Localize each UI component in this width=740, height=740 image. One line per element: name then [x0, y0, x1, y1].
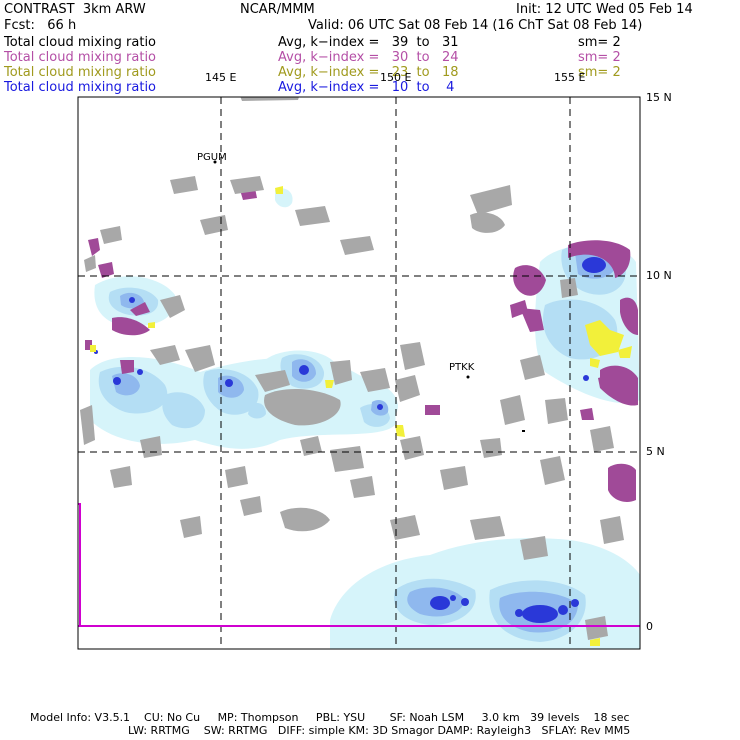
station-dot-ptkk [466, 375, 470, 379]
field-1-sm: sm= 2 [578, 35, 621, 50]
lat-label-5n: 5 N [646, 445, 665, 458]
forecast-hour: Fcst: 66 h [4, 18, 77, 33]
model-info-line1: Model Info: V3.5.1 CU: No Cu MP: Thompso… [30, 711, 630, 724]
field-3-avg: Avg, k−index = 23 to 18 [278, 65, 459, 80]
station-markers [213, 160, 525, 432]
graticule [78, 97, 640, 649]
field-4-avg: Avg, k−index = 10 to 4 [278, 80, 455, 95]
field-4-name: Total cloud mixing ratio [4, 80, 157, 95]
lat-label-15n: 15 N [646, 91, 672, 104]
station-dot-small [522, 430, 525, 432]
station-label-ptkk: PTKK [449, 362, 475, 373]
field-1-name: Total cloud mixing ratio [4, 35, 157, 50]
station-dot-pgum [213, 160, 217, 164]
field-2-sm: sm= 2 [578, 50, 621, 65]
lon-label-150e: 150 E [380, 71, 412, 84]
station-label-pgum: PGUM [197, 152, 227, 163]
cloud-deep-blue [94, 257, 606, 623]
title-center: NCAR/MMM [240, 2, 315, 17]
lat-label-0: 0 [646, 620, 653, 633]
lat-label-10n: 10 N [646, 269, 672, 282]
map-frame [77, 96, 641, 650]
domain-boundary [78, 503, 640, 627]
field-3-name: Total cloud mixing ratio [4, 65, 157, 80]
cloud-yellow [90, 186, 632, 646]
field-2-name: Total cloud mixing ratio [4, 50, 157, 65]
field-2-avg: Avg, k−index = 30 to 24 [278, 50, 459, 65]
init-time: Init: 12 UTC Wed 05 Feb 14 [516, 2, 693, 17]
valid-time: Valid: 06 UTC Sat 08 Feb 14 (16 ChT Sat … [308, 18, 643, 33]
cloud-field-layer [80, 97, 640, 649]
field-1-avg: Avg, k−index = 39 to 31 [278, 35, 459, 50]
model-info-line2: LW: RRTMG SW: RRTMG DIFF: simple KM: 3D … [128, 724, 631, 737]
lon-label-145e: 145 E [205, 71, 237, 84]
lon-label-155e: 155 E [554, 71, 586, 84]
field-3-sm: sm= 2 [578, 65, 621, 80]
title-left: CONTRAST 3km ARW [4, 2, 146, 17]
